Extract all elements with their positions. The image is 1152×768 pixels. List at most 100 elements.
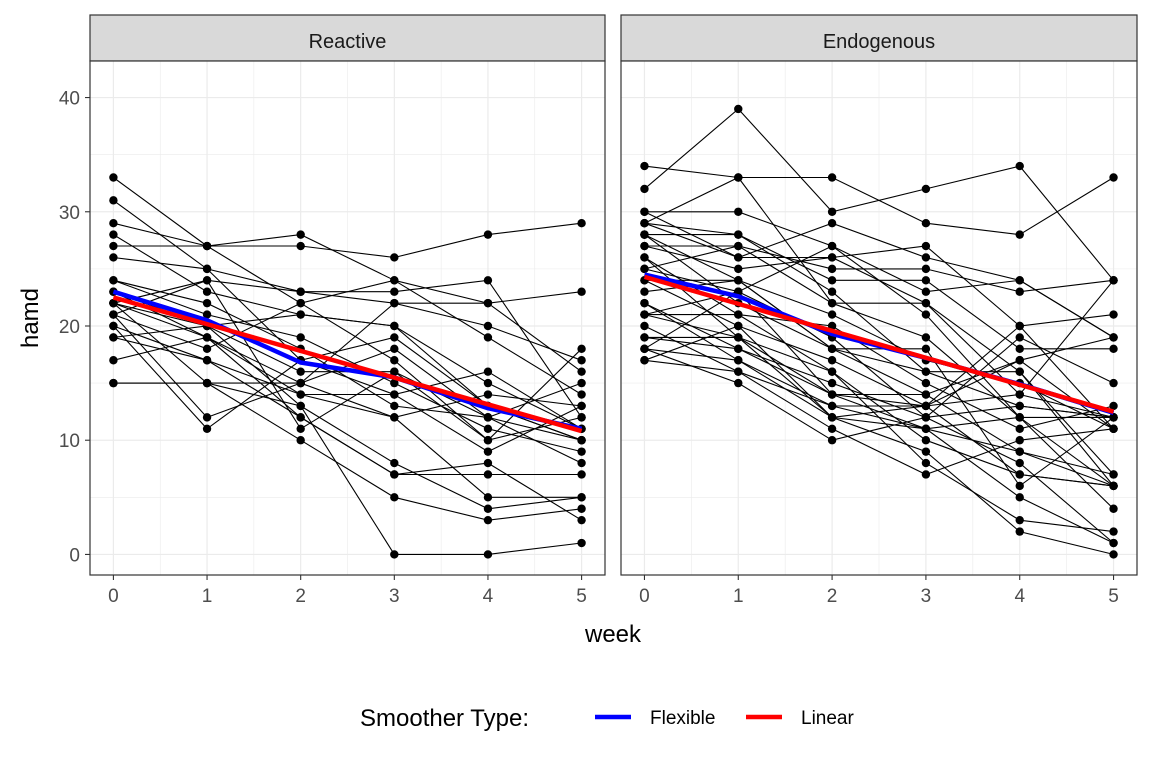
subject-line xyxy=(644,336,1114,441)
data-point xyxy=(109,310,118,319)
data-point xyxy=(827,264,837,274)
data-point xyxy=(202,264,212,274)
data-point xyxy=(921,401,931,411)
y-tick-label: 20 xyxy=(59,317,80,338)
data-point xyxy=(827,298,837,308)
data-point xyxy=(734,241,743,251)
data-point xyxy=(1015,321,1024,331)
data-point xyxy=(827,356,837,365)
data-point xyxy=(921,298,931,308)
data-point xyxy=(734,333,743,342)
data-point xyxy=(827,287,837,296)
data-point xyxy=(827,173,837,182)
panel-endogenous: Endogenous xyxy=(620,14,1138,576)
data-point xyxy=(202,298,212,308)
x-tick-label: 5 xyxy=(576,586,587,607)
data-point xyxy=(296,378,305,388)
data-point xyxy=(296,310,305,319)
subject-line xyxy=(644,279,1114,487)
panel-border-endogenous xyxy=(620,60,1138,576)
subject-line xyxy=(644,302,1114,487)
data-point xyxy=(921,447,931,456)
smoother-flexible-reactive xyxy=(112,289,583,431)
data-point xyxy=(640,218,649,228)
data-point xyxy=(577,287,586,296)
strip-endogenous xyxy=(620,14,1138,62)
data-point xyxy=(483,276,493,285)
data-point xyxy=(921,264,931,274)
data-point xyxy=(1015,447,1024,456)
subject-line xyxy=(113,336,582,453)
data-point xyxy=(1015,276,1024,285)
data-point xyxy=(921,253,931,262)
panel-reactive: Reactive xyxy=(89,14,606,576)
data-point xyxy=(827,276,837,285)
x-tick-label: 0 xyxy=(639,586,650,607)
data-point xyxy=(1015,161,1024,171)
data-point xyxy=(640,253,649,262)
y-axis: 0 10 20 30 40 xyxy=(59,89,90,566)
data-point xyxy=(734,264,743,274)
data-point xyxy=(296,424,305,433)
data-point xyxy=(109,196,118,205)
data-point xyxy=(390,470,399,479)
subject-line xyxy=(113,325,582,521)
data-point xyxy=(1015,481,1024,491)
x-tick-label: 1 xyxy=(202,586,213,607)
subject-line xyxy=(644,257,1114,430)
data-point xyxy=(390,550,399,559)
data-point xyxy=(577,436,586,445)
data-point xyxy=(483,230,493,239)
data-point xyxy=(390,344,399,354)
data-point xyxy=(296,241,305,251)
data-point xyxy=(921,276,931,285)
data-point xyxy=(109,253,118,262)
data-point xyxy=(1109,538,1118,548)
data-point xyxy=(577,401,586,411)
data-point xyxy=(1015,458,1024,468)
data-point xyxy=(483,390,493,399)
data-point xyxy=(296,230,305,239)
data-point xyxy=(827,436,837,445)
data-point xyxy=(109,321,118,331)
data-point xyxy=(483,458,493,468)
data-point xyxy=(577,493,586,502)
data-point xyxy=(483,550,493,559)
data-point xyxy=(483,504,493,513)
data-point xyxy=(390,253,399,262)
strip-label-reactive: Reactive xyxy=(309,31,387,53)
data-point xyxy=(734,356,743,365)
data-point xyxy=(577,344,586,354)
data-point xyxy=(202,424,212,433)
subject-line xyxy=(113,279,582,453)
data-point xyxy=(577,447,586,456)
data-point xyxy=(202,310,212,319)
subject-line xyxy=(644,325,1114,476)
smoothers-endogenous xyxy=(643,272,1115,415)
data-point xyxy=(296,298,305,308)
data-point xyxy=(734,378,743,388)
data-point xyxy=(390,321,399,331)
data-point xyxy=(577,470,586,479)
data-point xyxy=(109,230,118,239)
x-axis-endogenous: 0 1 2 3 4 5 xyxy=(639,575,1119,607)
data-point xyxy=(577,538,586,548)
data-point xyxy=(1015,470,1024,479)
x-tick-label: 3 xyxy=(921,586,932,607)
data-point xyxy=(390,333,399,342)
data-point xyxy=(577,390,586,399)
data-point xyxy=(1109,424,1118,433)
subject-line xyxy=(113,302,582,441)
smoothers-reactive xyxy=(112,289,583,434)
y-axis-title: hamd xyxy=(17,288,44,348)
data-point xyxy=(640,230,649,239)
data-point xyxy=(390,367,399,376)
data-point xyxy=(921,436,931,445)
data-point xyxy=(921,470,931,479)
data-point xyxy=(109,378,118,388)
data-point xyxy=(390,298,399,308)
data-point xyxy=(827,413,837,422)
legend-title: Smoother Type: xyxy=(360,705,529,732)
subject-line xyxy=(113,222,582,259)
data-point xyxy=(1109,470,1118,479)
